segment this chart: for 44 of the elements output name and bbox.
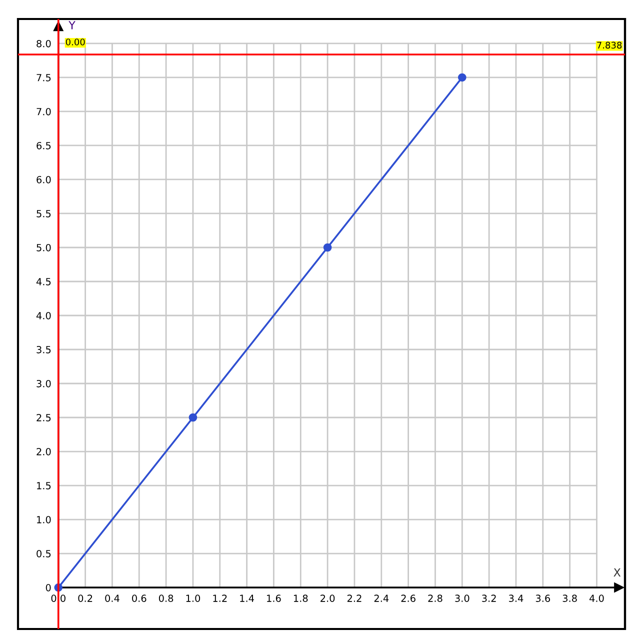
y-tick-label: 2.0 <box>36 448 51 456</box>
x-tick-label: 0.6 <box>132 594 146 602</box>
x-tick-label: 2.8 <box>428 594 442 602</box>
y-tick-label: 6.5 <box>36 142 51 150</box>
y-tick-label: 4.5 <box>36 278 51 286</box>
y-tick-label: 4.0 <box>36 312 51 320</box>
x-tick-label: 2.4 <box>374 594 389 602</box>
y-tick-label: 5.0 <box>36 244 51 252</box>
x-tick-label: 3.4 <box>508 594 524 602</box>
x-tick-label: 3.0 <box>455 594 470 602</box>
ref-line-label: 0.00 <box>66 38 85 46</box>
x-tick-label: 4.0 <box>589 594 604 602</box>
y-tick-label: 3.5 <box>36 346 51 354</box>
point <box>188 413 198 422</box>
x-tick-label: 3.2 <box>482 594 496 602</box>
x-tick-label: 1.2 <box>213 594 227 602</box>
y-tick-label: 6.0 <box>36 176 51 184</box>
point <box>323 243 332 252</box>
y-tick-label: 0 <box>46 584 51 592</box>
x-tick-label: 1.0 <box>186 594 200 602</box>
x-tick-label: 1.8 <box>294 594 308 602</box>
y-tick-label: 7.5 <box>36 74 51 82</box>
x-tick-label: 1.6 <box>267 594 281 602</box>
y-tick-label: 3.0 <box>36 380 51 388</box>
y-tick-label: 5.5 <box>36 210 51 218</box>
x-tick-label: 2.2 <box>347 594 362 602</box>
y-tick-label: 8.0 <box>36 40 51 48</box>
y-axis-title: Y <box>68 21 76 30</box>
x-tick-label: 0.4 <box>105 594 120 602</box>
ref-line-label: 7.838 <box>597 42 622 49</box>
x-tick-label: 0.8 <box>158 594 174 602</box>
y-tick-label: 0.5 <box>36 550 51 558</box>
x-axis-title: X <box>614 568 621 576</box>
x-tick-label: 2.0 <box>320 594 335 602</box>
y-tick-label: 1.0 <box>37 516 51 524</box>
y-tick-label: 1.5 <box>37 482 51 490</box>
point <box>458 73 466 82</box>
x-tick-label: 0.2 <box>78 594 92 602</box>
x-tick-label: 1.4 <box>240 594 254 602</box>
y-tick-label: 2.5 <box>36 414 51 422</box>
x-tick-label: 2.6 <box>401 594 416 602</box>
x-tick-label: 3.8 <box>562 594 577 602</box>
y-tick-label: 7.0 <box>36 108 51 116</box>
x-tick-label: 3.6 <box>536 594 550 602</box>
